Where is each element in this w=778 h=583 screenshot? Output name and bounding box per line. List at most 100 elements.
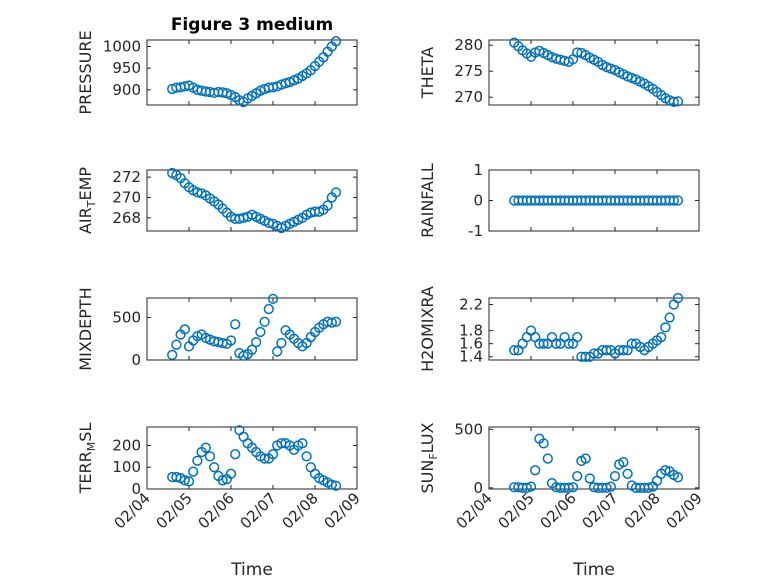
- data-point: [563, 338, 574, 349]
- y-tick-label: 1: [473, 161, 483, 179]
- y-tick-label: 500: [112, 309, 141, 327]
- y-tick-label: 268: [112, 209, 141, 227]
- data-point: [525, 481, 537, 492]
- y-tick-label: 0: [131, 351, 141, 369]
- data-point: [179, 324, 190, 335]
- data-point: [179, 475, 190, 486]
- data-point: [225, 335, 237, 346]
- data-point: [267, 449, 279, 460]
- y-tick-label: 275: [454, 62, 483, 80]
- y-axis-label-part: EMP: [76, 167, 95, 201]
- y-axis-label-part: SUN: [418, 460, 437, 494]
- y-axis-label-part: SL: [76, 423, 95, 442]
- y-axis-label-part: TERR: [76, 451, 95, 494]
- data-point: [601, 482, 612, 493]
- data-point: [167, 349, 178, 361]
- y-axis-label: SUNFLUX: [418, 422, 440, 493]
- data-point: [217, 475, 228, 486]
- data-point: [572, 332, 583, 343]
- data-point: [259, 316, 270, 327]
- data-point: [538, 338, 549, 349]
- y-axis-label-part: AIR: [76, 207, 95, 234]
- x-tick-label: 02/09: [321, 489, 364, 532]
- y-tick-label: 1.6: [459, 335, 483, 353]
- x-axis-label-left: Time: [230, 560, 273, 580]
- data-point: [542, 453, 553, 464]
- data-point: [301, 451, 312, 462]
- data-series: [167, 293, 342, 361]
- data-point: [188, 466, 199, 477]
- y-tick-label: 2.2: [459, 296, 483, 314]
- data-point: [643, 482, 654, 493]
- data-point: [192, 455, 203, 466]
- x-tick-label: 02/05: [153, 489, 196, 532]
- data-series: [509, 433, 684, 493]
- y-axis-label: TERRMSL: [76, 423, 98, 495]
- y-tick-label: 500: [454, 420, 483, 438]
- x-tick-label: 02/05: [495, 489, 538, 532]
- x-axis-label-right: Time: [572, 560, 615, 580]
- data-point: [326, 479, 337, 490]
- data-point: [618, 456, 629, 468]
- data-point: [664, 312, 675, 323]
- data-point: [326, 317, 337, 328]
- subplot-sun-flux: 050002/0402/0502/0602/0702/0802/09SUNFLU…: [418, 420, 706, 532]
- subplot-rainfall: -1 0 1 RAINFALL: [418, 161, 700, 240]
- y-tick-label: 200: [112, 436, 141, 454]
- data-point: [272, 346, 283, 357]
- data-point: [230, 319, 241, 330]
- x-tick-label: 02/07: [579, 489, 622, 532]
- data-point: [171, 471, 182, 483]
- subplot-h2omixra: 1.41.61.8 2.2 H2OMIXRA: [418, 286, 700, 372]
- y-tick-label: 100: [112, 458, 141, 476]
- data-point: [255, 326, 266, 338]
- data-point: [672, 292, 684, 304]
- data-series: [509, 292, 684, 362]
- y-axis-label-subscript: M: [85, 442, 98, 452]
- data-series: [509, 195, 684, 206]
- data-point: [656, 332, 667, 343]
- figure-title: Figure 3 medium: [171, 15, 333, 35]
- y-tick-label: 1000: [103, 38, 141, 56]
- data-point: [588, 348, 600, 359]
- y-axis-label-part: LUX: [418, 422, 437, 453]
- data-point: [567, 482, 579, 493]
- data-point: [572, 470, 583, 482]
- data-point: [204, 451, 216, 462]
- data-point: [330, 36, 342, 47]
- y-axis-label: PRESSURE: [76, 30, 95, 114]
- y-axis-label-subscript: T: [85, 200, 98, 208]
- data-series: [167, 167, 342, 234]
- data-point: [580, 453, 591, 464]
- data-point: [230, 449, 241, 460]
- x-tick-label: 02/08: [279, 489, 322, 532]
- y-tick-label: 0: [473, 479, 483, 497]
- data-point: [509, 345, 520, 356]
- data-series: [167, 36, 342, 108]
- data-point: [622, 468, 633, 479]
- subplot-pressure: 900 950 1000 PRESSURE: [76, 30, 358, 115]
- data-point: [626, 338, 637, 349]
- x-tick-label: 02/06: [537, 489, 580, 532]
- data-point: [530, 465, 541, 476]
- y-tick-label: -1: [468, 222, 483, 240]
- data-point: [672, 96, 684, 107]
- data-point: [584, 473, 595, 484]
- data-point: [322, 200, 333, 211]
- y-tick-label: 950: [112, 59, 141, 77]
- x-tick-label: 02/09: [663, 489, 706, 532]
- y-axis-label: MIXDEPTH: [76, 287, 95, 370]
- data-point: [601, 345, 612, 356]
- data-point: [563, 482, 574, 493]
- data-point: [246, 344, 258, 355]
- data-point: [668, 96, 679, 108]
- data-point: [580, 351, 591, 362]
- data-point: [668, 195, 679, 206]
- data-point: [672, 195, 684, 206]
- data-point: [538, 438, 549, 449]
- y-axis-label: H2OMIXRA: [418, 286, 437, 372]
- y-tick-label: 270: [454, 88, 483, 106]
- y-axis-label: AIRTEMP: [76, 167, 98, 234]
